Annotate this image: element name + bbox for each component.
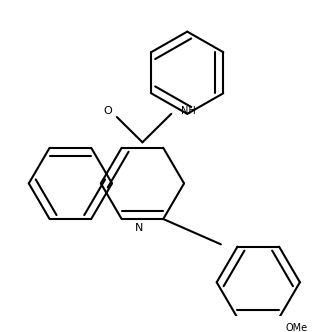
Text: NH: NH: [181, 106, 196, 116]
Text: O: O: [103, 106, 112, 116]
Text: OMe: OMe: [286, 323, 308, 332]
Text: N: N: [135, 223, 143, 233]
